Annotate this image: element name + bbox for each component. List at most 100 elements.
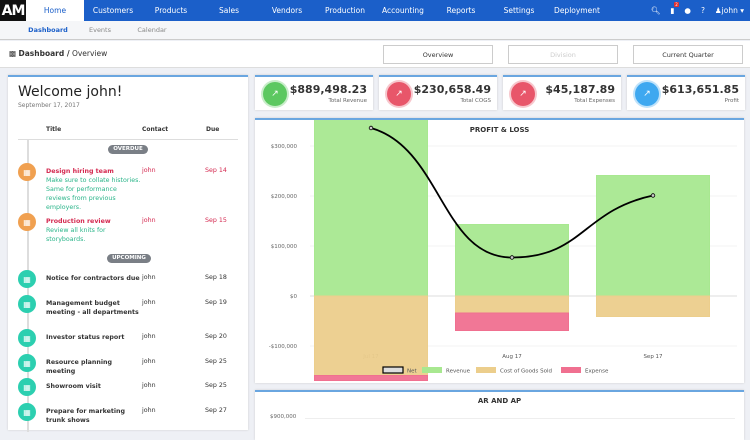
- top-nav: AM Home Customers Products Sales Vendors Prod…: [0, 0, 750, 21]
- task-contact: john: [142, 407, 156, 414]
- user-icon: ♟: [714, 6, 722, 15]
- nav-home[interactable]: Home: [26, 0, 84, 21]
- net-point: [509, 255, 515, 260]
- task-title: Production review Review all knits for st…: [46, 217, 141, 244]
- notifications-icon[interactable]: ▮ 2: [670, 2, 679, 15]
- legend-swatch: [382, 366, 404, 374]
- net-point: [650, 193, 656, 198]
- y-tick-label: $100,000: [271, 244, 298, 250]
- ar-ap-title: AR AND AP: [477, 397, 522, 405]
- nav-deployment[interactable]: Deployment: [554, 6, 600, 15]
- task-contact: john: [142, 274, 156, 281]
- task-title-text: Resource planning meeting: [46, 359, 113, 375]
- nav-products[interactable]: Products: [154, 6, 188, 15]
- card-value: $889,498.23: [289, 83, 367, 96]
- legend-swatch: [422, 367, 442, 373]
- task-due: Sep 25: [205, 382, 227, 389]
- search-icon[interactable]: 🔍︎: [650, 6, 661, 15]
- summary-card: ↗ $889,498.23 Total Revenue: [255, 75, 373, 110]
- bar-revenue: [455, 224, 569, 297]
- caret-down-icon: ▾: [740, 6, 744, 15]
- breadcrumb-page: Overview: [71, 49, 108, 58]
- bar-cost-of-goods-sold: [596, 295, 710, 317]
- profit-loss-chart: $600,000$500,000$400,000$300,000$200,000…: [269, 120, 737, 381]
- task-title-text: Prepare for marketing trunk shows: [46, 408, 126, 424]
- task-contact: john: [142, 217, 156, 224]
- nav-settings[interactable]: Settings: [503, 6, 535, 15]
- legend-swatch: [476, 367, 496, 373]
- trend-icon: ↗: [635, 82, 659, 106]
- calendar-icon: ▦: [18, 270, 36, 288]
- y-tick-label: $200,000: [271, 194, 298, 200]
- task-due: Sep 19: [205, 299, 227, 306]
- welcome-panel: Welcome john! September 17, 2017 Title C…: [8, 75, 248, 432]
- task-title: Resource planning meeting: [46, 358, 141, 376]
- calendar-icon: ▦: [18, 163, 36, 181]
- legend-label: Net: [407, 369, 417, 375]
- nav-sales[interactable]: Sales: [219, 6, 239, 15]
- header-title: Title: [46, 126, 62, 133]
- bar-chart-icon: ▩: [9, 49, 17, 58]
- calendar-icon: ▦: [18, 354, 36, 372]
- ar-ap-ytick: $900,000: [270, 414, 297, 420]
- user-menu[interactable]: ♟john ▾: [715, 6, 744, 15]
- header-contact: Contact: [142, 126, 169, 133]
- subnav-dashboard[interactable]: Dashboard: [28, 26, 68, 34]
- calendar-icon: ▦: [18, 329, 36, 347]
- card-label: Total COGS: [460, 98, 491, 104]
- overview-button[interactable]: Overview: [383, 45, 493, 64]
- summary-card: ↗ $613,651.85 Profit: [627, 75, 745, 110]
- overdue-pill: OVERDUE: [108, 145, 148, 154]
- task-title: Management budget meeting - all departme…: [46, 299, 141, 317]
- calendar-icon: ▦: [18, 213, 36, 231]
- logo[interactable]: AM: [0, 0, 26, 21]
- nav-items: Home Customers Products Sales Vendors Product…: [26, 0, 606, 21]
- card-value: $613,651.85: [661, 83, 739, 96]
- gridline: [305, 418, 735, 419]
- welcome-title: Welcome john!: [18, 84, 123, 100]
- task-title: Notice for contractors due: [46, 274, 141, 283]
- task-title-text: Production review: [46, 218, 111, 225]
- nav-reports[interactable]: Reports: [446, 6, 476, 15]
- subnav-calendar[interactable]: Calendar: [137, 26, 167, 34]
- x-tick-label: Sep 17: [643, 354, 663, 360]
- globe-icon[interactable]: ●: [684, 6, 691, 15]
- notification-badge: 2: [674, 2, 679, 7]
- subnav-events[interactable]: Events: [88, 26, 111, 34]
- nav-right: 🔍︎ ▮ 2 ● ? ♟john ▾: [651, 0, 744, 21]
- bar-expense: [314, 375, 428, 381]
- nav-accounting[interactable]: Accounting: [382, 6, 424, 15]
- calendar-icon: ▦: [18, 295, 36, 313]
- nav-production[interactable]: Production: [325, 6, 365, 15]
- task-title-text: Management budget meeting - all departme…: [46, 300, 139, 316]
- division-button[interactable]: Division: [508, 45, 618, 64]
- legend-label: Revenue: [446, 369, 471, 375]
- task-desc: Review all knits for storyboards.: [46, 227, 106, 243]
- net-point: [368, 125, 374, 131]
- card-value: $230,658.49: [413, 83, 491, 96]
- task-due: Sep 18: [205, 274, 227, 281]
- task-contact: john: [142, 333, 156, 340]
- trend-icon: ↗: [511, 82, 535, 106]
- user-name: john: [721, 6, 738, 15]
- task-desc: Make sure to collate histories. Same for…: [46, 177, 141, 211]
- nav-vendors[interactable]: Vendors: [271, 6, 303, 15]
- legend-label: Cost of Goods Sold: [500, 369, 552, 375]
- task-due: Sep 14: [205, 167, 227, 174]
- nav-customers[interactable]: Customers: [92, 6, 134, 15]
- summary-card: ↗ $45,187.89 Total Expenses: [503, 75, 621, 110]
- card-label: Total Revenue: [328, 98, 367, 104]
- task-title-text: Notice for contractors due: [46, 275, 140, 282]
- help-icon[interactable]: ?: [700, 6, 705, 15]
- chart-title: PROFIT & LOSS: [469, 126, 530, 134]
- welcome-date: September 17, 2017: [18, 102, 80, 109]
- current-quarter-button[interactable]: Current Quarter: [633, 45, 743, 64]
- card-label: Total Expenses: [574, 98, 615, 104]
- breadcrumb-section[interactable]: Dashboard /: [18, 49, 70, 58]
- task-due: Sep 20: [205, 333, 227, 340]
- task-title-text: Investor status report: [46, 334, 125, 341]
- x-tick-label: Aug 17: [502, 354, 522, 360]
- ar-ap-panel: AR AND AP $900,000: [255, 390, 744, 440]
- calendar-icon: ▦: [18, 403, 36, 421]
- task-title: Prepare for marketing trunk shows: [46, 407, 141, 425]
